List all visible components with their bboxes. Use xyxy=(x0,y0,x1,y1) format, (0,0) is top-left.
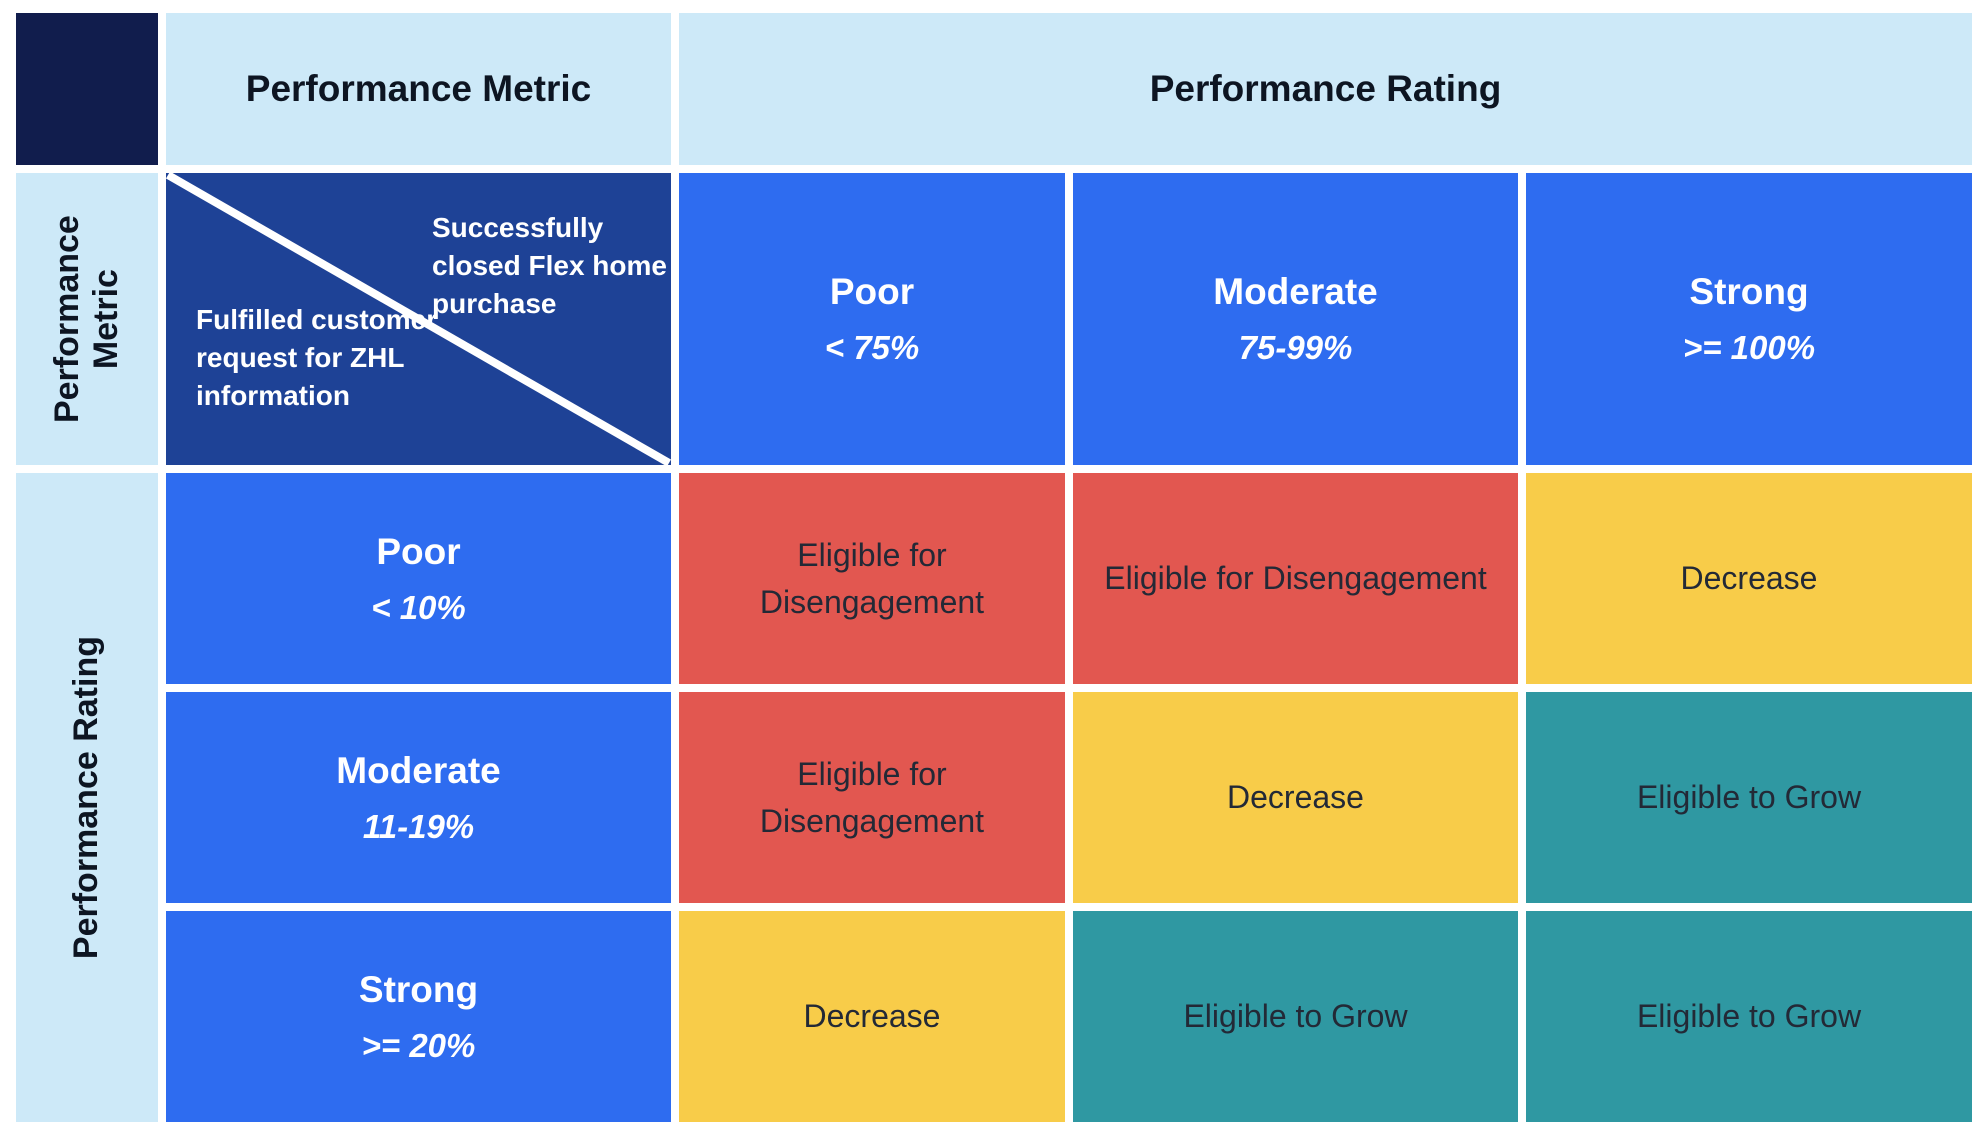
column-header-label: Poor xyxy=(829,271,915,312)
column-header-range: 75-99% xyxy=(1238,329,1353,366)
matrix-cell-r2c1: Eligible for Disengagement xyxy=(679,692,1065,903)
matrix-cell-r3c1: Decrease xyxy=(679,911,1065,1122)
decision-matrix-grid: Performance Metric Performance Rating Pe… xyxy=(16,13,1972,1122)
side-label-performance-rating-text: Performance Rating xyxy=(67,635,106,960)
side-label-performance-metric: Performance Metric xyxy=(16,173,158,465)
matrix-cell-r3c3: Eligible to Grow xyxy=(1526,911,1972,1122)
row-header-label: Strong xyxy=(358,968,479,1010)
column-header-moderate: Moderate 75-99% xyxy=(1073,173,1518,465)
column-header-poor: Poor < 75% xyxy=(679,173,1065,465)
row-header-range: 11-19% xyxy=(362,807,475,845)
matrix-cell-r1c1: Eligible for Disengagement xyxy=(679,473,1065,684)
matrix-cell-r3c2: Eligible to Grow xyxy=(1073,911,1518,1122)
row-header-strong: Strong >= 20% xyxy=(166,911,671,1122)
diagonal-axis-cell: Successfully closed Flex home purchase F… xyxy=(166,173,671,465)
column-header-range: >= 100% xyxy=(1682,329,1816,366)
column-header-label: Strong xyxy=(1689,271,1809,312)
diagonal-label-column-metric: Successfully closed Flex home purchase xyxy=(432,212,667,319)
row-header-range: < 10% xyxy=(371,588,466,626)
side-label-performance-metric-text: Performance Metric xyxy=(47,215,125,423)
column-header-strong: Strong >= 100% xyxy=(1526,173,1972,465)
performance-metric-header: Performance Metric xyxy=(166,13,671,165)
matrix-cell-r1c2: Eligible for Disengagement xyxy=(1073,473,1518,684)
matrix-cell-r2c2: Decrease xyxy=(1073,692,1518,903)
side-label-performance-rating: Performance Rating xyxy=(16,473,158,1122)
column-header-range: < 75% xyxy=(824,329,920,366)
diagonal-label-row-metric: Fulfilled customer request for ZHL infor… xyxy=(196,304,438,411)
performance-rating-header: Performance Rating xyxy=(679,13,1972,165)
matrix-cell-r1c3: Decrease xyxy=(1526,473,1972,684)
corner-spacer xyxy=(16,13,158,165)
row-header-moderate: Moderate 11-19% xyxy=(166,692,671,903)
row-header-label: Poor xyxy=(376,530,461,572)
column-header-label: Moderate xyxy=(1213,271,1378,312)
matrix-cell-r2c3: Eligible to Grow xyxy=(1526,692,1972,903)
row-header-range: >= 20% xyxy=(361,1026,476,1064)
row-header-label: Moderate xyxy=(336,749,501,791)
row-header-poor: Poor < 10% xyxy=(166,473,671,684)
diagonal-divider-line xyxy=(166,173,671,465)
